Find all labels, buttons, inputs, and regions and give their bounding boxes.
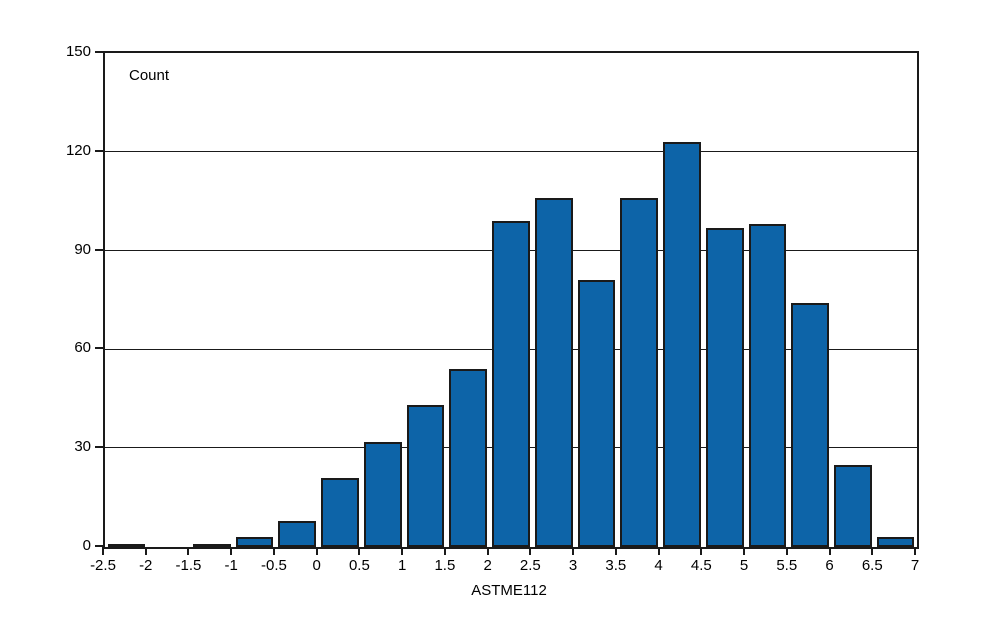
x-axis-tick <box>657 547 660 555</box>
x-axis-tick <box>871 547 874 555</box>
histogram-bar <box>406 405 445 547</box>
histogram-bar <box>278 520 317 547</box>
x-axis-tick <box>529 547 532 555</box>
x-axis-tick <box>272 547 275 555</box>
x-axis-tick-label: 7 <box>910 557 920 574</box>
histogram-bar <box>748 224 787 547</box>
x-axis-tick <box>700 547 703 555</box>
histogram-bar <box>449 369 488 547</box>
histogram-bar <box>107 543 146 548</box>
x-axis-tick <box>486 547 489 555</box>
x-axis-tick <box>828 547 831 555</box>
x-axis-tick <box>144 547 147 555</box>
y-axis-tick-label: 30 <box>74 438 91 456</box>
x-axis-tick-label: 5 <box>739 557 749 574</box>
x-axis-tick-label: 4 <box>654 557 663 574</box>
x-axis-tick-label: 4.5 <box>690 557 712 574</box>
y-axis-tick <box>95 51 104 53</box>
x-axis-tick-label: 2.5 <box>519 557 541 574</box>
y-axis-tick <box>95 248 104 251</box>
histogram-bar <box>363 441 402 547</box>
histogram-bar <box>791 303 830 547</box>
x-axis-tick-label: 0 <box>312 557 321 574</box>
histogram-bar <box>321 477 359 547</box>
y-axis-tick-label: 120 <box>65 141 91 159</box>
x-axis-tick-label: 5.5 <box>776 557 798 574</box>
x-axis-tick-label: -1 <box>224 557 238 574</box>
x-axis-tick <box>102 547 104 555</box>
x-axis-tick <box>401 547 404 555</box>
histogram-bar <box>492 220 530 547</box>
y-axis-tick <box>95 149 104 152</box>
histogram-bar <box>534 197 573 547</box>
x-axis-tick-label: 1.5 <box>434 557 456 574</box>
histogram-bar <box>235 537 274 547</box>
gridline-y-120 <box>105 151 917 153</box>
y-axis-tick <box>95 347 104 350</box>
plot-inner-title: Count <box>129 67 170 84</box>
x-axis-tick <box>187 547 190 555</box>
x-axis-tick <box>743 547 746 555</box>
histogram-bar <box>663 141 701 547</box>
histogram-bar <box>705 227 744 547</box>
x-axis-tick <box>315 547 318 555</box>
x-axis-tick-label: -1.5 <box>175 557 202 574</box>
x-axis-tick <box>443 547 446 555</box>
x-axis-tick <box>785 547 788 555</box>
x-axis-tick-label: 2 <box>483 557 492 574</box>
x-axis-tick <box>914 547 916 555</box>
y-axis-tick <box>95 545 104 547</box>
x-axis-tick-label: 0.5 <box>348 557 370 574</box>
histogram-bar <box>577 280 616 547</box>
x-axis-tick-label: -2.5 <box>90 557 116 574</box>
histogram-bar <box>192 543 231 548</box>
x-axis-tick-label: 3 <box>568 557 578 574</box>
x-axis-tick <box>614 547 617 555</box>
histogram-bar <box>876 537 915 547</box>
y-axis-tick-label: 90 <box>74 240 91 258</box>
x-axis-tick-label: 3.5 <box>605 557 627 574</box>
x-axis-tick <box>358 547 361 555</box>
x-axis-tick-label: 1 <box>397 557 407 574</box>
x-axis-tick-label: 6.5 <box>861 557 883 574</box>
x-axis-tick-label: -2 <box>139 557 153 574</box>
y-axis-tick-label: 0 <box>82 537 91 554</box>
histogram-bar <box>620 197 659 547</box>
plot-area: Count <box>103 51 919 549</box>
x-axis-tick-label: -0.5 <box>261 557 287 574</box>
x-axis-tick <box>230 547 233 555</box>
histogram-bar <box>834 464 872 547</box>
x-axis-tick-label: 6 <box>825 557 834 574</box>
x-axis-tick <box>572 547 575 555</box>
y-axis-tick <box>95 446 104 449</box>
x-axis-title: ASTME112 <box>471 582 547 599</box>
y-axis-tick-label: 60 <box>74 339 91 357</box>
y-axis-tick-label: 150 <box>65 43 91 60</box>
